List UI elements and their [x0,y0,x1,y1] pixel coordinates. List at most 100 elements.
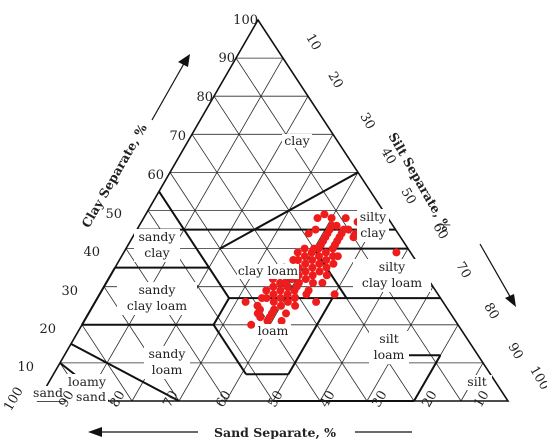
data-point-59 [322,256,331,264]
boundary-loamy-sand-outer [70,343,180,402]
silt-tick-30: 30 [356,110,377,132]
data-point-52 [276,278,285,287]
sand-gridline-70 [103,286,180,402]
data-point-71 [247,320,256,329]
clay-tick-40: 40 [83,245,100,260]
data-point-58 [322,263,331,272]
silt-tick-60: 60 [429,220,450,242]
class-label-loam: loam [258,323,289,338]
silt-tick-20: 20 [324,69,345,91]
clay-tick-70: 70 [169,129,186,144]
sand-tick-40: 40 [317,388,338,410]
data-point-83 [327,214,336,223]
class-label-sandy-clay-loam-1: sandy [139,282,177,297]
data-point-87 [311,225,320,234]
data-point-54 [269,282,278,291]
data-point-11 [277,301,285,310]
class-label-clay-loam: clay loam [238,263,298,278]
class-label-silty-clay-loam-1: silty [379,259,406,274]
direction-arrows [88,54,516,437]
data-point-88 [392,248,401,257]
data-point-84 [341,214,350,223]
clay-tick-20: 20 [39,322,56,337]
sand-tick-50: 50 [265,388,286,410]
data-point-25 [301,275,310,284]
sand-axis-title: Sand Separate, % [214,425,336,439]
clay-tick-80: 80 [196,90,213,105]
clay-arrowhead [178,54,190,67]
silt-tick-70: 70 [452,259,473,281]
clay-tick-50: 50 [105,207,122,222]
data-point-65 [262,286,271,295]
data-point-22 [294,278,303,287]
data-point-68 [290,294,299,303]
data-point-81 [313,214,322,223]
data-point-57 [315,267,324,276]
data-point-9 [269,297,278,306]
sand-tick-80: 80 [107,388,128,410]
boundary-silt-left [413,354,442,402]
data-point-7 [253,301,262,310]
data-point-12 [276,294,285,303]
data-point-32 [300,252,309,261]
data-point-15 [276,286,285,295]
clay-tick-10: 10 [17,360,34,375]
data-point-27 [301,267,310,276]
sand-tick-60: 60 [213,388,234,410]
silt-tick-10: 10 [302,31,323,53]
data-points [241,210,409,337]
clay-tick-30: 30 [61,284,78,299]
class-label-silt-loam-2: loam [374,347,405,362]
sand-tick-30: 30 [369,388,390,410]
data-point-13 [269,290,278,299]
data-point-91 [318,278,327,287]
data-point-76 [333,252,342,261]
class-label-sandy-clay-1: sandy [139,229,177,244]
boundary-clay-loam-left [208,267,230,299]
data-point-78 [344,225,353,234]
data-point-55 [304,286,313,295]
clay-tick-100: 100 [233,13,258,28]
class-label-loamy-sand-1: loamy [68,374,107,389]
data-point-64 [300,244,309,253]
data-point-69 [309,278,317,287]
silt-direction-arrow [479,243,513,301]
data-point-74 [241,297,250,306]
class-label-silty-clay-2: clay [360,225,386,240]
data-point-38 [321,248,330,257]
sand-tick-90: 90 [56,388,77,410]
class-label-silty-clay-loam-2: clay loam [362,275,422,290]
data-point-61 [289,256,298,264]
data-point-28 [301,259,310,268]
silt-tick-80: 80 [480,300,501,322]
data-point-92 [291,301,300,310]
clay-tick-labels: 10 20 30 40 50 60 70 80 90 100 [17,13,258,375]
sand-tick-10: 10 [471,388,492,410]
class-label-sandy-clay-2: clay [144,245,170,260]
boundary-loam-silt-loam [287,297,334,375]
data-point-86 [304,229,313,238]
texture-class-labels: clay silty clay sandy clay clay loam sil… [30,133,492,406]
data-point-16 [283,290,292,299]
class-label-loamy-sand-2: sand [76,389,106,404]
boundary-loam-sandy-loam [212,324,247,375]
data-point-77 [327,221,336,230]
sand-tick-70: 70 [160,388,181,410]
clay-tick-60: 60 [147,168,164,183]
data-point-30 [308,263,317,272]
boundary-clay-silty-clay [219,171,359,250]
data-point-35 [315,252,323,261]
data-point-75 [329,259,338,268]
class-label-sandy-loam-2: loam [152,362,183,377]
boundary-loam-clay-loam-corner [212,297,230,326]
data-point-70 [322,271,331,280]
sand-tick-100: 100 [1,385,26,414]
data-point-93 [282,309,290,318]
data-point-82 [320,210,329,219]
sand-arrowhead [88,427,102,437]
silt-tick-40: 40 [377,145,398,167]
sand-tick-20: 20 [419,388,440,410]
boundary-sandy-clay-right [158,190,210,269]
